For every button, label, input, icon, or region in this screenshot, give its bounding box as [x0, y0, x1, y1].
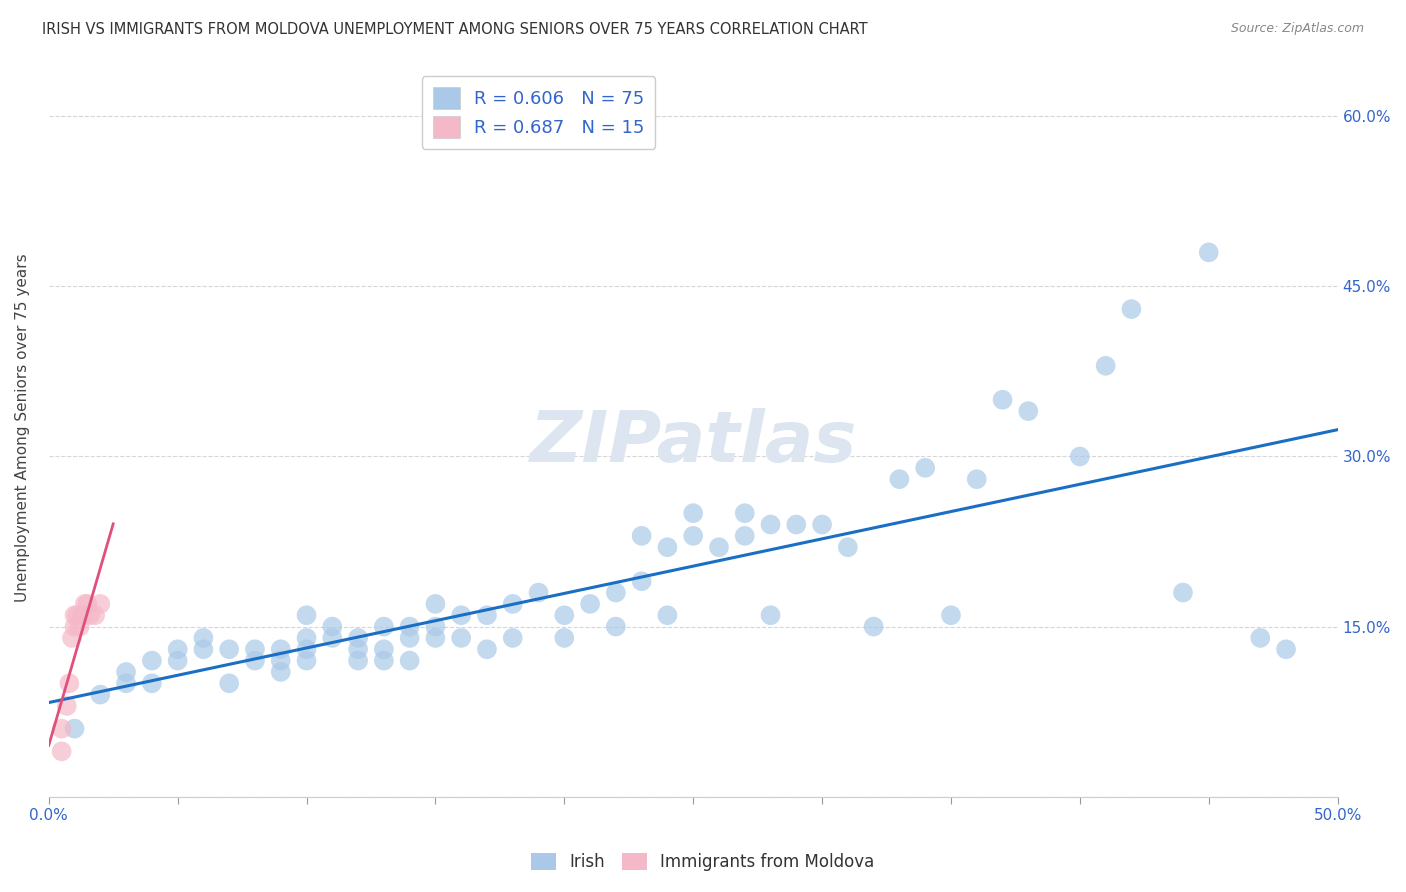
- Point: [115, 665, 138, 679]
- Point: [141, 676, 163, 690]
- Point: [398, 631, 420, 645]
- Point: [837, 540, 859, 554]
- Point: [193, 631, 215, 645]
- Point: [734, 506, 756, 520]
- Point: [579, 597, 602, 611]
- Point: [79, 608, 101, 623]
- Point: [682, 529, 704, 543]
- Point: [63, 722, 86, 736]
- Point: [243, 654, 266, 668]
- Point: [707, 540, 730, 554]
- Point: [321, 631, 343, 645]
- Point: [295, 608, 318, 623]
- Point: [398, 619, 420, 633]
- Point: [141, 654, 163, 668]
- Legend: Irish, Immigrants from Moldova: Irish, Immigrants from Moldova: [523, 845, 883, 880]
- Point: [89, 597, 111, 611]
- Point: [398, 654, 420, 668]
- Point: [553, 608, 575, 623]
- Point: [991, 392, 1014, 407]
- Point: [811, 517, 834, 532]
- Point: [889, 472, 911, 486]
- Point: [1249, 631, 1271, 645]
- Point: [115, 676, 138, 690]
- Point: [347, 642, 370, 657]
- Point: [373, 619, 395, 633]
- Point: [939, 608, 962, 623]
- Point: [218, 642, 240, 657]
- Point: [73, 597, 96, 611]
- Point: [734, 529, 756, 543]
- Point: [347, 654, 370, 668]
- Text: ZIPatlas: ZIPatlas: [530, 409, 856, 477]
- Point: [347, 631, 370, 645]
- Point: [51, 722, 73, 736]
- Point: [1171, 585, 1194, 599]
- Point: [475, 642, 498, 657]
- Point: [630, 574, 652, 589]
- Point: [51, 744, 73, 758]
- Point: [72, 608, 94, 623]
- Point: [295, 654, 318, 668]
- Point: [89, 688, 111, 702]
- Point: [1121, 301, 1143, 316]
- Point: [605, 619, 627, 633]
- Point: [270, 665, 292, 679]
- Point: [1275, 642, 1298, 657]
- Point: [630, 529, 652, 543]
- Point: [425, 597, 447, 611]
- Point: [193, 642, 215, 657]
- Point: [605, 585, 627, 599]
- Point: [270, 654, 292, 668]
- Point: [295, 642, 318, 657]
- Y-axis label: Unemployment Among Seniors over 75 years: Unemployment Among Seniors over 75 years: [15, 254, 30, 602]
- Point: [166, 642, 188, 657]
- Point: [60, 631, 83, 645]
- Point: [425, 619, 447, 633]
- Point: [657, 608, 679, 623]
- Point: [373, 654, 395, 668]
- Point: [69, 619, 91, 633]
- Point: [759, 517, 782, 532]
- Point: [785, 517, 807, 532]
- Point: [502, 631, 524, 645]
- Point: [76, 597, 98, 611]
- Point: [475, 608, 498, 623]
- Text: IRISH VS IMMIGRANTS FROM MOLDOVA UNEMPLOYMENT AMONG SENIORS OVER 75 YEARS CORREL: IRISH VS IMMIGRANTS FROM MOLDOVA UNEMPLO…: [42, 22, 868, 37]
- Point: [759, 608, 782, 623]
- Point: [63, 619, 86, 633]
- Point: [527, 585, 550, 599]
- Point: [270, 642, 292, 657]
- Point: [1094, 359, 1116, 373]
- Point: [450, 631, 472, 645]
- Point: [58, 676, 80, 690]
- Point: [682, 506, 704, 520]
- Point: [243, 642, 266, 657]
- Point: [914, 460, 936, 475]
- Point: [657, 540, 679, 554]
- Point: [56, 698, 79, 713]
- Point: [502, 597, 524, 611]
- Point: [553, 631, 575, 645]
- Point: [218, 676, 240, 690]
- Point: [295, 631, 318, 645]
- Point: [425, 631, 447, 645]
- Point: [166, 654, 188, 668]
- Point: [862, 619, 884, 633]
- Text: Source: ZipAtlas.com: Source: ZipAtlas.com: [1230, 22, 1364, 36]
- Point: [1198, 245, 1220, 260]
- Legend: R = 0.606   N = 75, R = 0.687   N = 15: R = 0.606 N = 75, R = 0.687 N = 15: [422, 76, 655, 149]
- Point: [1069, 450, 1091, 464]
- Point: [321, 619, 343, 633]
- Point: [450, 608, 472, 623]
- Point: [1017, 404, 1039, 418]
- Point: [63, 608, 86, 623]
- Point: [373, 642, 395, 657]
- Point: [966, 472, 988, 486]
- Point: [66, 608, 89, 623]
- Point: [84, 608, 107, 623]
